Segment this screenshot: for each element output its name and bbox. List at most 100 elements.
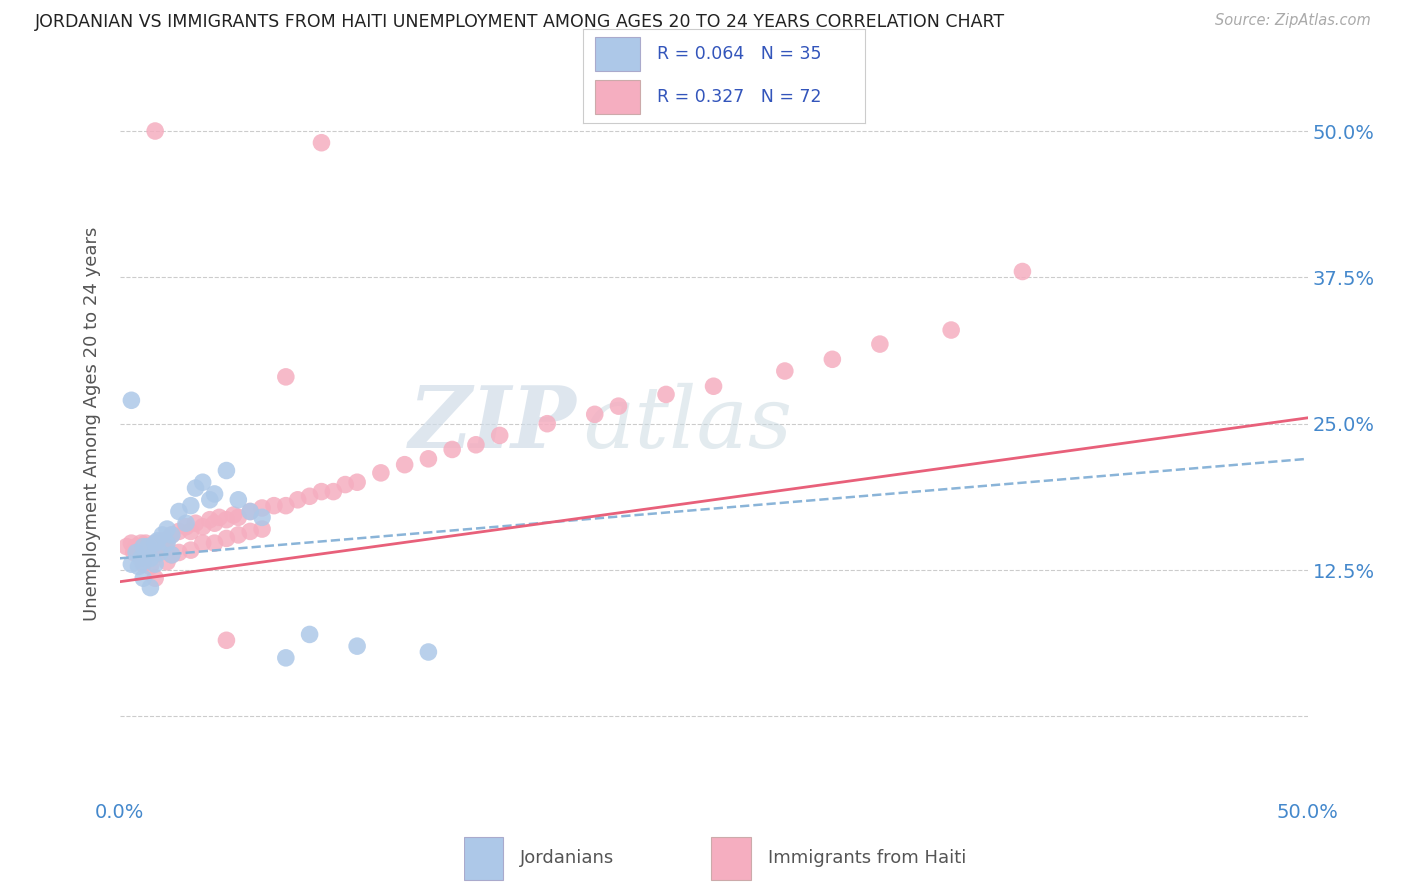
Point	[821, 352, 844, 367]
Point	[132, 555, 155, 569]
Text: R = 0.327   N = 72: R = 0.327 N = 72	[657, 88, 821, 106]
Point	[180, 499, 202, 513]
Point	[204, 516, 226, 531]
Point	[418, 645, 440, 659]
Point	[132, 557, 155, 571]
Point	[441, 442, 464, 457]
Point	[156, 536, 179, 550]
Point	[274, 651, 297, 665]
Point	[250, 510, 273, 524]
Point	[1011, 264, 1033, 278]
Point	[274, 369, 297, 384]
Point	[239, 504, 262, 518]
Point	[191, 519, 214, 533]
Point	[215, 532, 238, 546]
Point	[204, 487, 226, 501]
Point	[198, 492, 221, 507]
Point	[146, 533, 169, 548]
Point	[198, 513, 221, 527]
Point	[143, 536, 166, 550]
Point	[125, 540, 148, 554]
Point	[120, 393, 142, 408]
Point	[139, 559, 162, 574]
Point	[122, 545, 145, 559]
Bar	[595, 37, 640, 70]
Point	[322, 484, 344, 499]
Point	[287, 492, 309, 507]
Point	[583, 407, 606, 421]
Point	[250, 522, 273, 536]
Point	[143, 571, 166, 585]
Text: JORDANIAN VS IMMIGRANTS FROM HAITI UNEMPLOYMENT AMONG AGES 20 TO 24 YEARS CORREL: JORDANIAN VS IMMIGRANTS FROM HAITI UNEMP…	[35, 13, 1005, 31]
Point	[773, 364, 796, 378]
Point	[184, 481, 207, 495]
Point	[143, 557, 166, 571]
Point	[156, 522, 179, 536]
Point	[488, 428, 510, 442]
Text: Immigrants from Haiti: Immigrants from Haiti	[768, 849, 966, 867]
Y-axis label: Unemployment Among Ages 20 to 24 years: Unemployment Among Ages 20 to 24 years	[83, 227, 101, 621]
Point	[394, 458, 416, 472]
Point	[655, 387, 678, 401]
Point	[239, 504, 262, 518]
Point	[120, 536, 142, 550]
Point	[208, 510, 231, 524]
Point	[120, 557, 142, 571]
Point	[128, 548, 150, 562]
Point	[125, 545, 148, 559]
Point	[464, 438, 488, 452]
Point	[607, 399, 630, 413]
Point	[346, 475, 368, 490]
Point	[335, 477, 357, 491]
Text: Jordanians: Jordanians	[520, 849, 614, 867]
Point	[143, 548, 166, 562]
Point	[702, 379, 725, 393]
Point	[167, 545, 190, 559]
Point	[250, 500, 273, 515]
Point	[228, 528, 250, 542]
Point	[160, 528, 183, 542]
Point	[222, 508, 245, 522]
Point	[191, 475, 214, 490]
Bar	[711, 837, 751, 880]
Point	[215, 513, 238, 527]
Point	[136, 540, 159, 554]
Point	[150, 533, 173, 548]
Point	[215, 464, 238, 478]
Point	[204, 536, 226, 550]
Point	[869, 337, 891, 351]
Point	[939, 323, 962, 337]
Point	[139, 581, 162, 595]
Point	[228, 492, 250, 507]
Point	[239, 524, 262, 539]
Point	[129, 551, 152, 566]
Text: Source: ZipAtlas.com: Source: ZipAtlas.com	[1215, 13, 1371, 29]
Point	[418, 451, 440, 466]
Text: atlas: atlas	[583, 383, 792, 465]
Point	[132, 571, 155, 585]
Point	[129, 536, 152, 550]
Point	[298, 627, 321, 641]
Point	[139, 551, 162, 566]
Point	[143, 124, 166, 138]
Point	[180, 524, 202, 539]
Point	[150, 528, 173, 542]
Point	[191, 536, 214, 550]
Point	[149, 545, 172, 559]
Point	[311, 484, 333, 499]
Point	[143, 536, 166, 550]
Point	[274, 499, 297, 513]
Point	[346, 639, 368, 653]
Point	[298, 489, 321, 503]
Point	[370, 466, 392, 480]
Point	[115, 540, 138, 554]
Point	[135, 536, 157, 550]
Point	[149, 543, 172, 558]
Text: ZIP: ZIP	[409, 382, 576, 466]
Point	[160, 548, 183, 562]
Point	[156, 533, 179, 548]
Point	[263, 499, 285, 513]
Point	[215, 633, 238, 648]
Point	[128, 559, 150, 574]
Point	[228, 510, 250, 524]
